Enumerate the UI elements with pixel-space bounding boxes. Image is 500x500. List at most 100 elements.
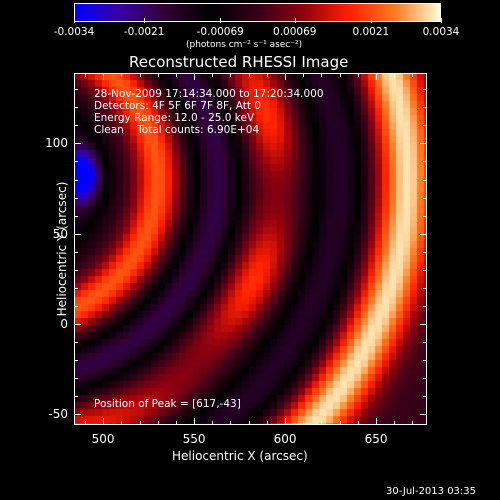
colorbar-tick-label: 0.0021 <box>352 26 390 38</box>
y-tick-mark <box>74 233 81 235</box>
x-minor-tick <box>412 421 414 425</box>
colorbar-tick-label: -0.0034 <box>53 26 95 38</box>
y-minor-tick <box>74 305 78 307</box>
plot-frame <box>74 73 427 425</box>
y-tick-mark <box>74 143 81 145</box>
y-minor-tick <box>74 161 78 163</box>
x-minor-tick <box>212 421 214 425</box>
colorbar-tick-mark <box>74 18 75 23</box>
colorbar-tick-mark <box>144 18 146 23</box>
y-minor-tick <box>74 215 78 217</box>
colorbar-tick-mark <box>220 18 222 23</box>
x-minor-tick <box>248 421 250 425</box>
colorbar-tick-label: 0.00069 <box>273 26 317 38</box>
y-tick-mark <box>420 143 427 145</box>
x-minor-tick <box>248 73 250 77</box>
y-minor-tick <box>423 341 427 343</box>
x-minor-tick <box>266 421 268 425</box>
y-minor-tick <box>423 269 427 271</box>
chart-title: Reconstructed RHESSI Image <box>129 53 349 71</box>
x-minor-tick <box>121 73 123 77</box>
x-tick-mark <box>376 73 378 80</box>
info-detectors: Detectors: 4F 5F 6F 7F 8F, Att 0 <box>94 100 261 112</box>
y-minor-tick <box>423 107 427 109</box>
colorbar <box>74 3 441 22</box>
x-minor-tick <box>394 73 396 77</box>
y-minor-tick <box>74 89 78 91</box>
y-minor-tick <box>74 179 78 181</box>
colorbar-tick-label: 0.0034 <box>422 26 460 38</box>
x-tick-label: 550 <box>182 432 206 446</box>
y-tick-label: 0 <box>60 316 68 331</box>
x-tick-mark <box>103 418 105 425</box>
x-minor-tick <box>121 421 123 425</box>
x-minor-tick <box>321 421 323 425</box>
y-tick-mark <box>74 323 81 325</box>
x-tick-mark <box>194 73 196 80</box>
y-tick-mark <box>420 323 427 325</box>
heatmap-image <box>74 73 427 425</box>
x-minor-tick <box>175 421 177 425</box>
x-axis-label: Heliocentric X (arcsec) <box>172 449 308 463</box>
y-tick-label: 100 <box>45 136 68 151</box>
x-tick-label: 500 <box>91 432 115 446</box>
x-minor-tick <box>303 421 305 425</box>
x-minor-tick <box>266 73 268 77</box>
y-minor-tick <box>74 251 78 253</box>
y-minor-tick <box>423 179 427 181</box>
y-minor-tick <box>74 396 78 398</box>
x-minor-tick <box>84 421 86 425</box>
y-minor-tick <box>423 197 427 199</box>
info-clean-counts: Clean Total counts: 6.90E+04 <box>94 124 260 136</box>
x-minor-tick <box>394 421 396 425</box>
x-minor-tick <box>230 73 232 77</box>
y-minor-tick <box>74 125 78 127</box>
x-tick-label: 650 <box>364 432 388 446</box>
y-minor-tick <box>74 360 78 361</box>
colorbar-tick-mark <box>441 18 442 23</box>
y-minor-tick <box>423 89 427 91</box>
y-minor-tick <box>423 215 427 217</box>
y-minor-tick <box>74 197 78 199</box>
y-minor-tick <box>423 378 427 380</box>
y-minor-tick <box>74 378 78 380</box>
y-minor-tick <box>423 251 427 253</box>
y-minor-tick <box>74 107 78 109</box>
y-minor-tick <box>74 341 78 343</box>
x-minor-tick <box>303 73 305 77</box>
x-minor-tick <box>175 73 177 77</box>
colorbar-tick-label: -0.0021 <box>123 26 165 38</box>
colorbar-tick-label: -0.00069 <box>196 26 244 38</box>
y-minor-tick <box>423 125 427 127</box>
y-tick-mark <box>74 414 81 416</box>
peak-position-label: Position of Peak = [617,-43] <box>94 398 241 410</box>
footer-date: 30-Jul-2013 03:35 <box>386 486 477 497</box>
y-minor-tick <box>423 396 427 398</box>
x-minor-tick <box>321 73 323 77</box>
x-minor-tick <box>157 421 159 425</box>
x-tick-mark <box>194 418 196 425</box>
x-tick-mark <box>103 73 105 80</box>
y-tick-label: 50 <box>52 226 68 241</box>
x-minor-tick <box>357 421 359 425</box>
y-axis-label: Heliocentric Y (arcsec) <box>55 181 69 317</box>
y-minor-tick <box>74 287 78 289</box>
colorbar-unit-label: (photons cm⁻² s⁻¹ asec⁻²) <box>186 40 303 50</box>
x-minor-tick <box>157 73 159 77</box>
x-minor-tick <box>339 73 341 77</box>
x-minor-tick <box>339 421 341 425</box>
x-tick-label: 600 <box>273 432 297 446</box>
colorbar-tick-mark <box>294 18 296 23</box>
x-minor-tick <box>139 421 141 425</box>
y-minor-tick <box>423 161 427 163</box>
info-energy-range: Energy Range: 12.0 - 25.0 keV <box>94 112 255 124</box>
x-minor-tick <box>230 421 232 425</box>
y-minor-tick <box>423 305 427 307</box>
x-minor-tick <box>84 73 86 77</box>
x-minor-tick <box>357 73 359 77</box>
y-tick-label: -50 <box>48 407 68 422</box>
y-minor-tick <box>423 287 427 289</box>
colorbar-tick-mark <box>370 18 372 23</box>
y-minor-tick <box>423 360 427 361</box>
y-tick-mark <box>420 233 427 235</box>
